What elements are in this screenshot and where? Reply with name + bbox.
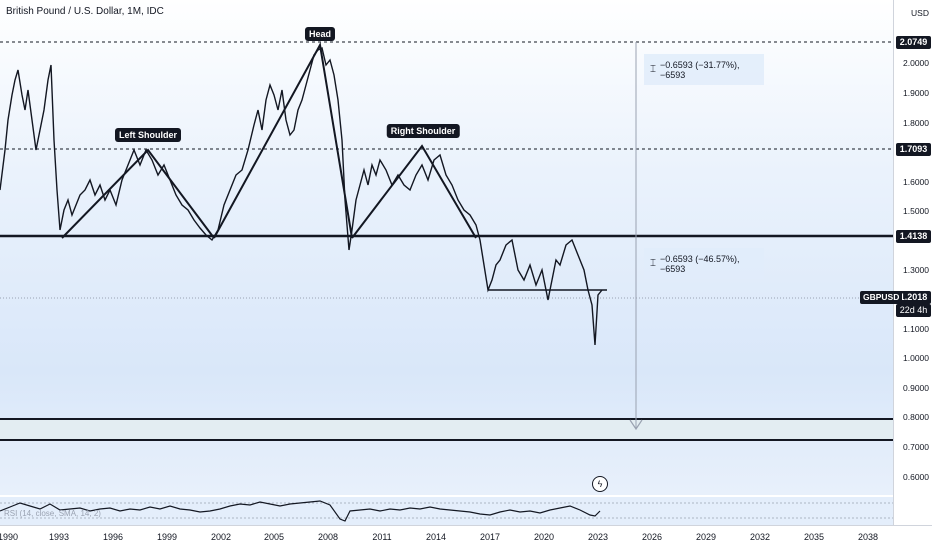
time-label: 2026 <box>641 532 663 542</box>
axis-currency: USD <box>911 8 929 18</box>
time-label: 2023 <box>587 532 609 542</box>
rsi-pane[interactable]: RSI (14, close, SMA, 14, 2) <box>0 497 893 525</box>
current-price-badge[interactable]: 1.2018 <box>896 291 931 304</box>
time-label: 2035 <box>803 532 825 542</box>
measure-upper-text: −0.6593 (−31.77%), −6593 <box>660 59 740 80</box>
time-label: 2005 <box>263 532 285 542</box>
axis-tick: 0.6000 <box>903 472 929 482</box>
pattern-right-shoulder[interactable] <box>351 144 477 239</box>
axis-tick: 1.9000 <box>903 88 929 98</box>
time-label: 2014 <box>425 532 447 542</box>
measure-lower-text: −0.6593 (−46.57%), −6593 <box>660 253 740 274</box>
label-head[interactable]: Head <box>304 27 336 41</box>
time-label: 2011 <box>372 532 392 542</box>
level-badge-top[interactable]: 2.0749 <box>896 36 931 49</box>
label-left-shoulder[interactable]: Left Shoulder <box>115 128 181 142</box>
chart-area[interactable]: British Pound / U.S. Dollar, 1M, IDC Lef… <box>0 0 893 495</box>
time-label: 1993 <box>48 532 70 542</box>
price-axis[interactable]: USD 2.0000 1.9000 1.8000 1.6000 1.5000 1… <box>893 0 932 525</box>
rsi-chart <box>0 500 893 522</box>
time-label: 2029 <box>695 532 717 542</box>
time-label: 2017 <box>479 532 501 542</box>
price-series <box>0 46 603 346</box>
rsi-legend: RSI (14, close, SMA, 14, 2) <box>4 509 101 518</box>
time-label: 2038 <box>857 532 879 542</box>
time-label: 2032 <box>749 532 771 542</box>
axis-tick: 1.6000 <box>903 177 929 187</box>
axis-tick: 0.9000 <box>903 383 929 393</box>
symbol-badge[interactable]: GBPUSD <box>860 291 903 304</box>
lightning-icon[interactable]: ϟ <box>592 476 608 492</box>
price-chart[interactable] <box>0 0 893 495</box>
axis-tick: 1.0000 <box>903 353 929 363</box>
time-label: 2008 <box>317 532 339 542</box>
axis-tick: 1.3000 <box>903 265 929 275</box>
target-zone[interactable] <box>0 419 893 440</box>
axis-tick: 1.1000 <box>903 324 929 334</box>
time-label: 1990 <box>0 532 19 542</box>
axis-tick: 1.8000 <box>903 118 929 128</box>
time-label: 1996 <box>102 532 124 542</box>
axis-tick: 0.8000 <box>903 412 929 422</box>
measure-range-icon: ⌶ <box>650 64 656 75</box>
measure-arrowhead <box>629 419 643 431</box>
label-right-shoulder[interactable]: Right Shoulder <box>386 124 460 138</box>
time-label: 1999 <box>156 532 178 542</box>
time-label: 2002 <box>210 532 232 542</box>
axis-tick: 2.0000 <box>903 58 929 68</box>
pattern-left-shoulder[interactable] <box>61 148 215 239</box>
axis-tick: 0.7000 <box>903 442 929 452</box>
time-label: 2020 <box>533 532 555 542</box>
level-badge-neck[interactable]: 1.4138 <box>896 230 931 243</box>
measure-callout-lower[interactable]: ⌶ −0.6593 (−46.57%), −6593 <box>644 248 764 279</box>
rsi-line <box>0 500 601 522</box>
time-axis[interactable]: 1990 1993 1996 1999 2002 2005 2008 2011 … <box>0 525 932 551</box>
measure-callout-upper[interactable]: ⌶ −0.6593 (−31.77%), −6593 <box>644 54 764 85</box>
pattern-head[interactable] <box>213 41 353 239</box>
countdown-badge: 22d 4h <box>896 304 931 317</box>
axis-tick: 1.5000 <box>903 206 929 216</box>
level-badge-mid[interactable]: 1.7093 <box>896 143 931 156</box>
chart-legend-title: British Pound / U.S. Dollar, 1M, IDC <box>6 6 164 17</box>
measure-range-icon: ⌶ <box>650 258 656 269</box>
